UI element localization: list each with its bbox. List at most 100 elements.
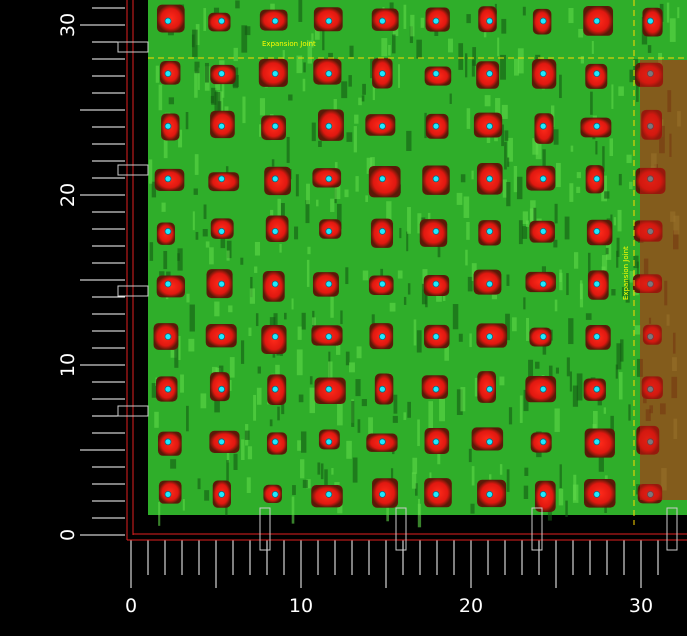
streak	[309, 376, 313, 385]
streak	[636, 358, 643, 377]
streak	[356, 346, 362, 359]
rebar-blob	[477, 371, 497, 403]
streak	[158, 502, 161, 526]
rebar-dot	[218, 70, 226, 77]
rebar-dot	[539, 175, 547, 183]
streak	[458, 43, 464, 70]
streak	[421, 283, 427, 305]
streak	[629, 181, 633, 190]
rebar-dot	[486, 490, 494, 498]
rebar-dot	[325, 227, 333, 235]
streak	[411, 472, 417, 489]
streak	[591, 40, 594, 54]
streak	[370, 157, 375, 175]
rebar-dot	[486, 122, 494, 130]
rebar-dot	[271, 175, 279, 183]
streak	[605, 247, 609, 255]
streak	[271, 159, 275, 167]
x-axis-label: 20	[459, 595, 483, 617]
streak	[213, 7, 220, 15]
streak	[417, 213, 422, 234]
streak	[501, 104, 508, 119]
streak	[354, 114, 359, 124]
rebar-dot	[539, 280, 547, 288]
rebar-blob	[471, 427, 504, 451]
streak	[417, 503, 422, 528]
streak	[448, 38, 453, 53]
streak	[163, 137, 168, 159]
ruler-marker	[395, 507, 407, 551]
streak	[306, 479, 311, 489]
streak	[553, 129, 559, 145]
streak	[186, 405, 189, 432]
streak	[203, 8, 207, 31]
rebar-blob	[156, 4, 185, 33]
rebar-dot	[271, 333, 279, 341]
streak	[246, 477, 251, 494]
streak	[177, 248, 183, 271]
streak	[569, 371, 572, 392]
rebar-dot	[539, 333, 547, 341]
streak	[456, 192, 463, 205]
streak	[542, 149, 546, 167]
streak	[553, 239, 558, 248]
streak	[555, 367, 559, 374]
streak	[472, 47, 477, 66]
streak	[522, 6, 526, 16]
streak	[407, 401, 411, 418]
streak	[415, 483, 418, 496]
streak	[516, 176, 523, 200]
streak	[186, 293, 190, 303]
streak	[228, 305, 233, 313]
streak	[202, 228, 208, 237]
streak	[403, 4, 407, 29]
streak	[381, 38, 388, 57]
streak	[499, 376, 505, 386]
streak	[330, 198, 335, 212]
ruler-marker	[117, 164, 149, 176]
streak	[568, 8, 574, 24]
streak	[468, 448, 472, 463]
x-axis-label: 30	[629, 595, 653, 617]
streak	[229, 357, 235, 378]
rebar-dot	[593, 175, 601, 183]
streak	[291, 496, 295, 524]
streak	[193, 188, 198, 195]
ruler-marker	[259, 507, 271, 551]
streak	[155, 65, 160, 83]
rebar-dot	[218, 438, 226, 446]
streak	[229, 379, 232, 391]
streak	[573, 252, 579, 269]
streak	[590, 91, 593, 115]
streak	[417, 419, 420, 447]
streak	[565, 500, 568, 517]
streak	[572, 385, 579, 407]
streak	[522, 226, 528, 239]
streak	[392, 415, 398, 423]
rebar-dot	[378, 438, 386, 446]
streak	[211, 87, 217, 105]
streak	[177, 253, 180, 261]
streak	[277, 406, 280, 421]
y-axis-label: 30	[57, 13, 79, 37]
rebar-dot	[486, 438, 494, 446]
rebar-dot	[164, 280, 172, 288]
rebar-dot	[325, 17, 333, 25]
rebar-dot	[325, 122, 333, 130]
streak	[506, 274, 510, 286]
streak	[629, 271, 635, 283]
streak	[386, 499, 389, 522]
streak	[248, 327, 252, 337]
streak	[365, 195, 369, 203]
streak	[474, 377, 480, 397]
streak	[170, 345, 177, 358]
streak	[253, 394, 257, 421]
streak	[666, 2, 670, 23]
rebar-dot	[218, 333, 226, 341]
streak	[598, 448, 604, 472]
streak	[535, 361, 540, 369]
streak	[337, 403, 343, 426]
streak	[437, 448, 441, 465]
rebar-dot	[271, 122, 279, 130]
streak	[633, 255, 639, 269]
